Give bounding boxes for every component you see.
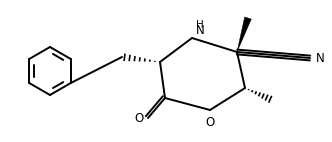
Text: O: O [134, 111, 144, 125]
Text: N: N [316, 52, 324, 64]
Text: O: O [206, 116, 214, 129]
Text: N: N [196, 24, 205, 37]
Polygon shape [237, 17, 251, 52]
Text: H: H [196, 20, 204, 30]
